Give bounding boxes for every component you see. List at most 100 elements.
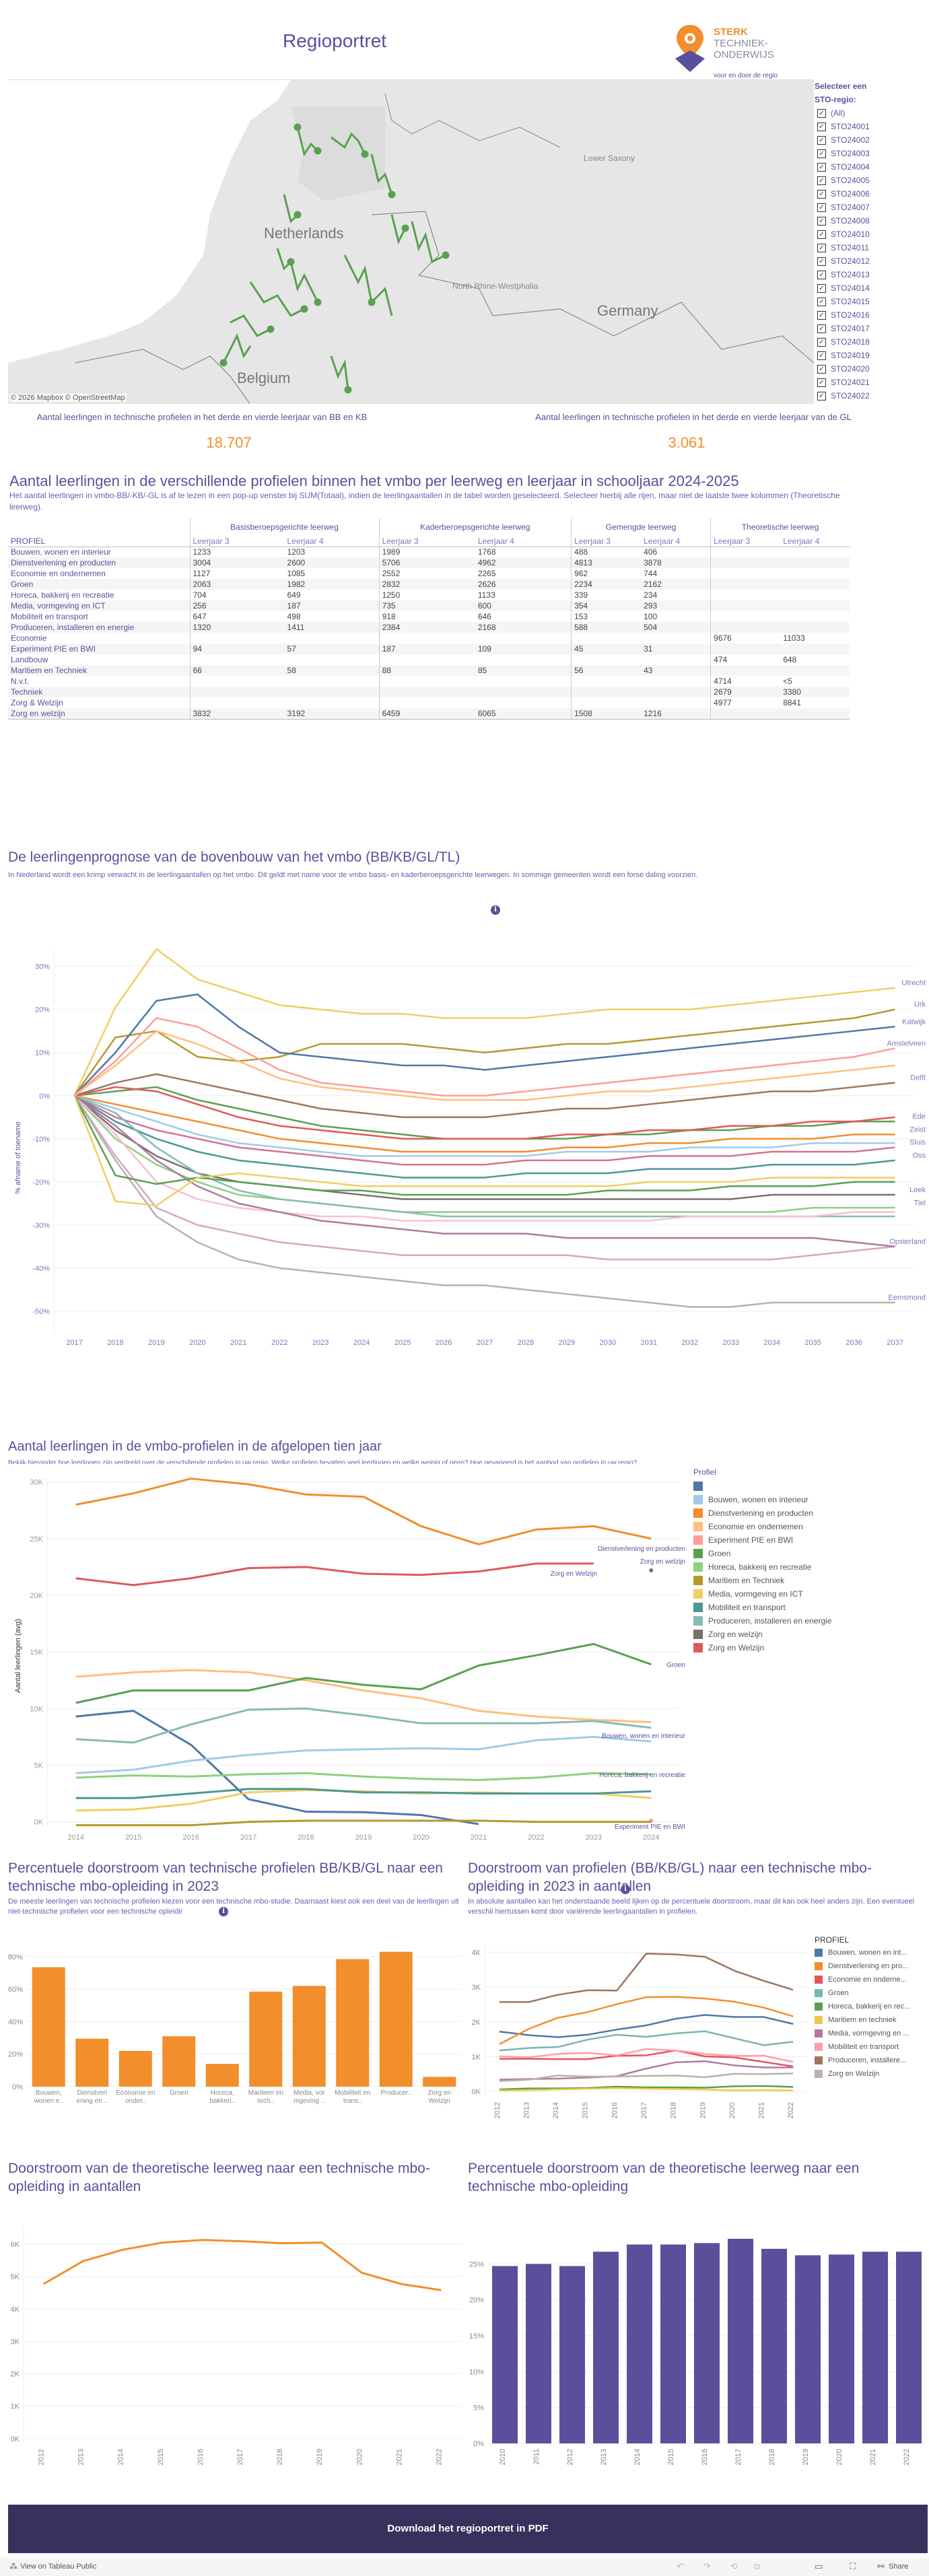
series-line[interactable]: [75, 1788, 652, 1799]
view-on-tableau-link[interactable]: View on Tableau Public: [20, 2563, 97, 2571]
bar[interactable]: [829, 2254, 854, 2443]
bar[interactable]: [660, 2244, 686, 2443]
bar[interactable]: [593, 2252, 619, 2443]
series-line[interactable]: [75, 1819, 652, 1827]
table-cell[interactable]: 1411: [284, 622, 380, 633]
table-cell[interactable]: 647: [189, 611, 285, 622]
table-cell[interactable]: 3004: [189, 557, 285, 568]
table-cell[interactable]: 85: [475, 665, 572, 676]
checkbox-checked-icon[interactable]: ✓: [817, 176, 826, 185]
table-cell[interactable]: 57: [284, 643, 380, 654]
series-line[interactable]: [73, 1095, 895, 1207]
table-cell[interactable]: [710, 547, 781, 557]
legend-item[interactable]: Produceren, installere...: [815, 2054, 929, 2067]
checkbox-checked-icon[interactable]: ✓: [817, 216, 826, 225]
series-line[interactable]: [499, 2049, 794, 2068]
checkbox-checked-icon[interactable]: ✓: [817, 149, 826, 158]
table-cell[interactable]: 1233: [189, 547, 285, 557]
redo-icon[interactable]: ↷: [703, 2561, 711, 2571]
table-cell[interactable]: 2063: [189, 579, 285, 590]
table-row[interactable]: N.v.t. 4714 <5: [8, 676, 850, 687]
table-cell[interactable]: 2600: [284, 557, 380, 568]
legend-item[interactable]: Media, vormgeving en ICT: [693, 1587, 922, 1601]
table-cell[interactable]: 2552: [378, 568, 475, 579]
undo-icon[interactable]: ↶: [677, 2561, 684, 2571]
filter-option[interactable]: ✓ STO24013: [815, 268, 926, 281]
checkbox-checked-icon[interactable]: ✓: [817, 391, 826, 401]
series-line[interactable]: [75, 1772, 652, 1781]
table-cell[interactable]: [189, 687, 285, 697]
series-line[interactable]: [73, 1094, 895, 1213]
filter-option[interactable]: ✓ STO24018: [815, 335, 926, 349]
ten-year-line-chart[interactable]: 30K 25K 20K 15K 10K 5K 0K 2014 2015 2016 2017 2018 2…: [0, 1467, 687, 1851]
table-cell[interactable]: [641, 654, 711, 665]
pct-bar-chart[interactable]: 80% 60% 40% 20% 0% Bouwen, wonen e.. Dienstver…: [0, 1939, 464, 2114]
bar[interactable]: [118, 2050, 152, 2087]
checkbox-checked-icon[interactable]: ✓: [817, 135, 826, 145]
legend-item[interactable]: Mobiliteit en transport: [815, 2040, 929, 2054]
table-cell[interactable]: 588: [571, 622, 642, 633]
table-cell[interactable]: 704: [189, 590, 285, 600]
filter-option[interactable]: ✓ STO24011: [815, 241, 926, 254]
table-cell[interactable]: 3878: [641, 557, 711, 568]
table-cell[interactable]: [475, 687, 572, 697]
series-line[interactable]: [499, 1996, 794, 2046]
table-cell[interactable]: 962: [571, 568, 642, 579]
filter-option[interactable]: ✓ STO24019: [815, 349, 926, 362]
table-cell[interactable]: [780, 547, 850, 557]
table-row[interactable]: Economie en ondernemen 1127 1085 2552 2265 96…: [8, 568, 850, 579]
series-line[interactable]: [74, 1073, 895, 1119]
table-row[interactable]: Experiment PIE en BWI 94 57 187 109 45 31: [8, 643, 850, 654]
revert-icon[interactable]: ⟲: [730, 2561, 738, 2571]
bar[interactable]: [75, 2038, 109, 2087]
checkbox-checked-icon[interactable]: ✓: [817, 351, 826, 360]
table-cell[interactable]: [571, 633, 642, 643]
table-cell[interactable]: 1320: [189, 622, 285, 633]
table-cell[interactable]: [710, 611, 781, 622]
refresh-icon[interactable]: ⧉: [754, 2561, 761, 2571]
table-cell[interactable]: [710, 557, 781, 568]
table-cell[interactable]: 1127: [189, 568, 285, 579]
table-cell[interactable]: 11033: [783, 633, 805, 643]
bar[interactable]: [896, 2252, 922, 2443]
table-cell[interactable]: 100: [644, 612, 658, 621]
table-cell[interactable]: [189, 697, 285, 708]
table-cell[interactable]: 94: [189, 643, 285, 654]
share-icon[interactable]: ⚯: [877, 2561, 885, 2571]
series-line[interactable]: [75, 1477, 652, 1545]
table-cell[interactable]: 2162: [641, 579, 711, 590]
table-cell[interactable]: [189, 654, 285, 665]
bar[interactable]: [526, 2264, 551, 2443]
filter-option[interactable]: ✓ STO24017: [815, 322, 926, 335]
table-cell[interactable]: [710, 708, 781, 720]
bar[interactable]: [32, 1967, 65, 2087]
series-line[interactable]: [74, 1094, 895, 1153]
table-cell[interactable]: 1216: [641, 708, 711, 720]
legend-item[interactable]: Economie en ondernemen: [693, 1520, 922, 1533]
checkbox-checked-icon[interactable]: ✓: [817, 189, 826, 199]
table-cell[interactable]: 4714: [710, 676, 781, 687]
bar[interactable]: [862, 2252, 888, 2443]
bar[interactable]: [694, 2243, 720, 2443]
table-row[interactable]: Mobiliteit en transport 647 498 918 646 153 10…: [8, 611, 850, 622]
table-cell[interactable]: 153: [571, 611, 642, 622]
filter-option[interactable]: ✓ STO24002: [815, 133, 926, 147]
table-cell[interactable]: 3192: [284, 708, 380, 720]
series-line[interactable]: [73, 1030, 895, 1101]
filter-option[interactable]: ✓ STO24016: [815, 308, 926, 322]
table-cell[interactable]: [571, 697, 642, 708]
table-cell[interactable]: 2265: [477, 569, 496, 578]
series-line[interactable]: [499, 2014, 794, 2038]
table-cell[interactable]: 187: [284, 600, 380, 611]
bar[interactable]: [627, 2244, 652, 2443]
table-cell[interactable]: [710, 643, 781, 654]
table-cell[interactable]: 1982: [284, 579, 380, 590]
table-cell[interactable]: 406: [644, 547, 658, 557]
legend-item[interactable]: Zorg en Welzijn: [693, 1641, 922, 1655]
bar[interactable]: [162, 2036, 196, 2087]
table-cell[interactable]: [710, 590, 781, 600]
info-icon[interactable]: i: [491, 905, 500, 915]
checkbox-checked-icon[interactable]: ✓: [817, 256, 826, 266]
filter-option[interactable]: ✓ STO24003: [815, 147, 926, 160]
fullscreen-icon[interactable]: ⛶: [850, 2561, 856, 2571]
